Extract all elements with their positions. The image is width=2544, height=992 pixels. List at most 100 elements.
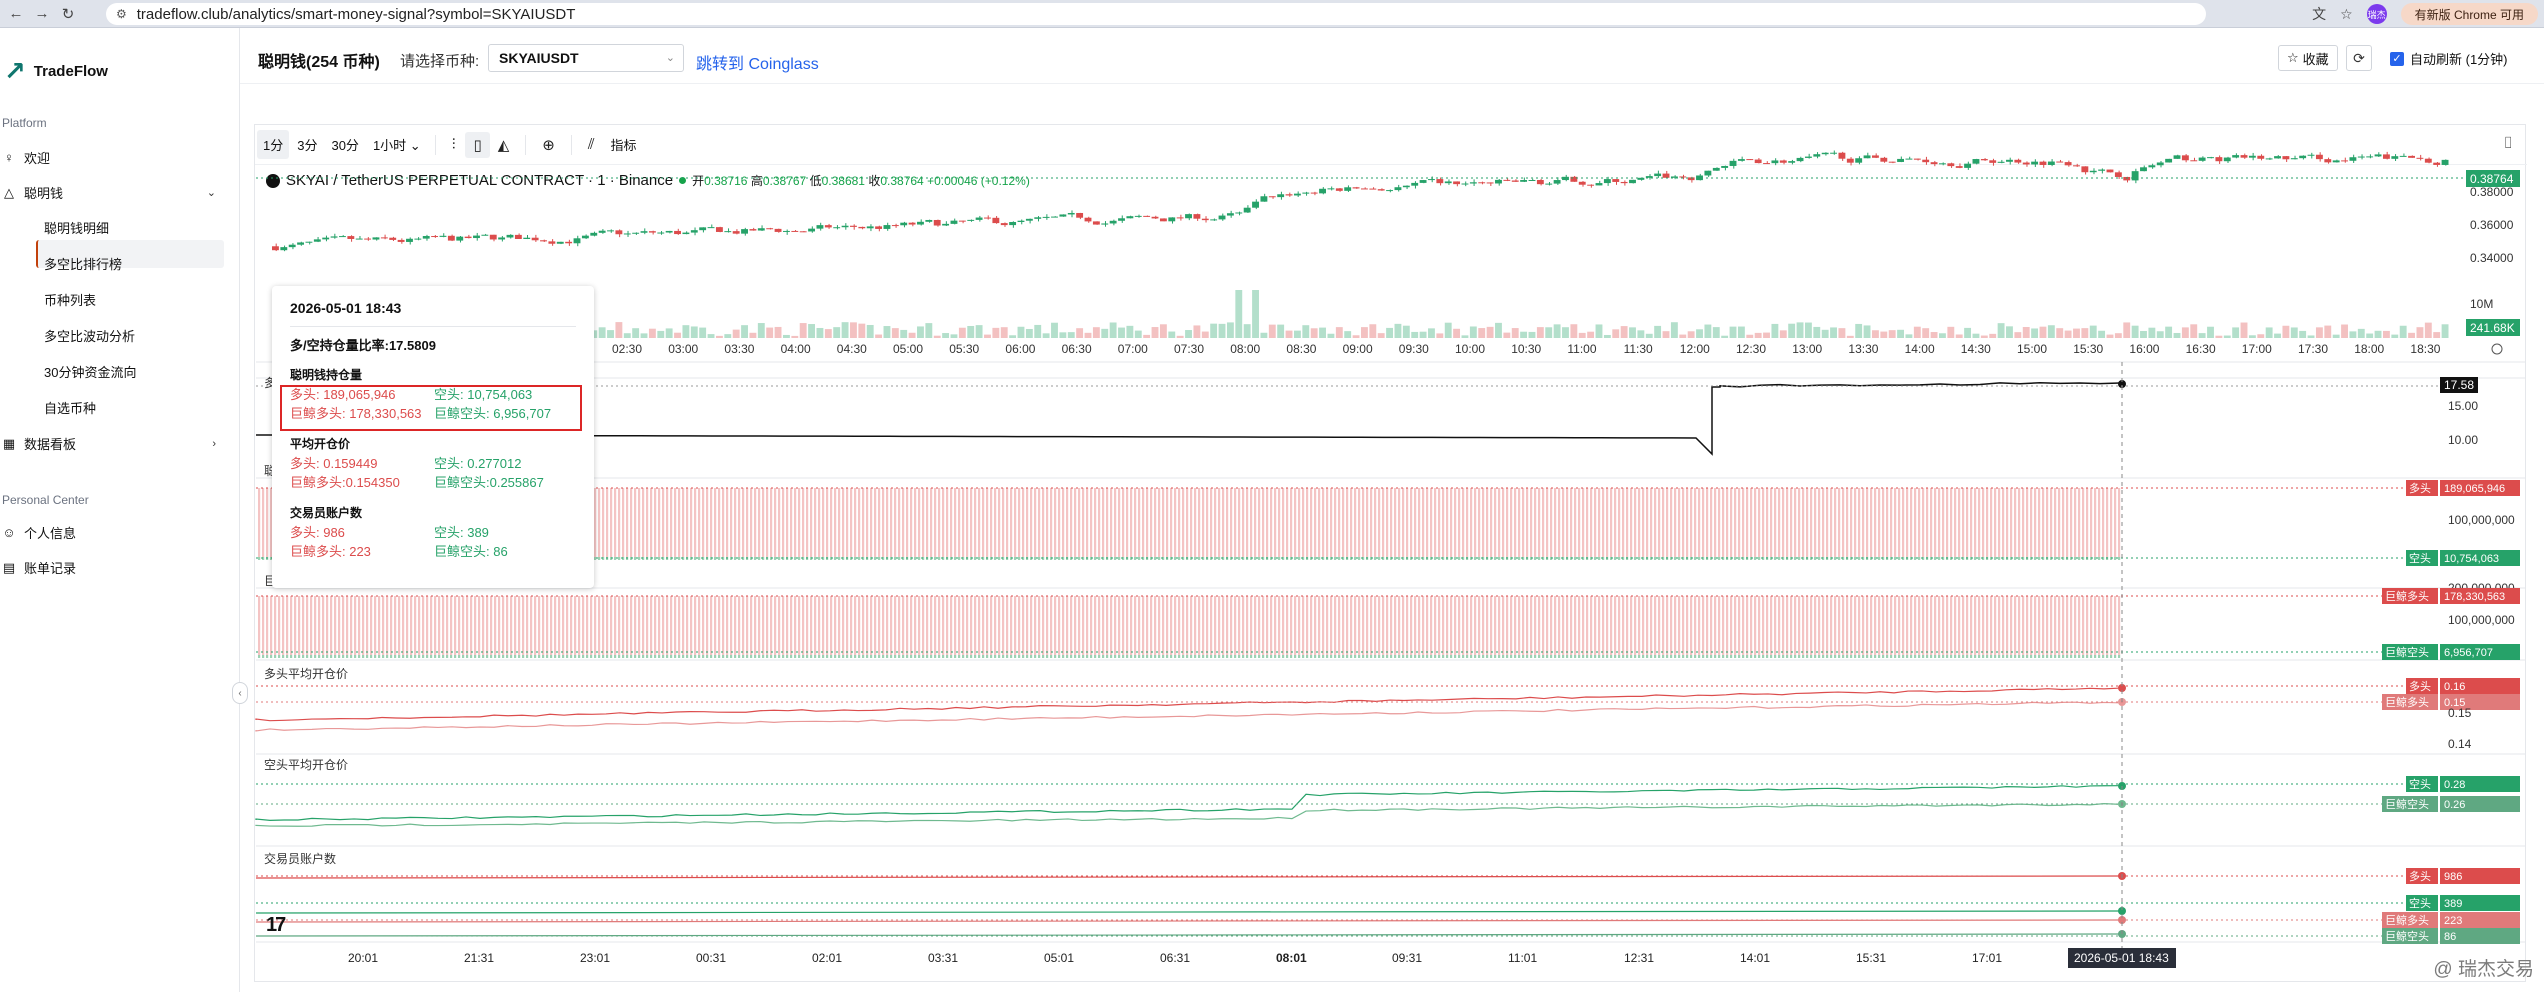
ohlc-values: 开0.38716 高0.38767 低0.38681 收0.38764 +0.0… <box>692 172 1030 189</box>
tooltip-section-positions: 聪明钱持仓量 <box>290 368 363 382</box>
address-bar[interactable]: ⚙ tradeflow.club/analytics/smart-money-s… <box>106 3 2206 25</box>
toolbar-divider <box>434 134 436 155</box>
chrome-update-button[interactable]: 有新版 Chrome 可用 <box>2400 3 2538 25</box>
interval-3m[interactable]: 3分 <box>297 138 318 153</box>
tradingview-logo[interactable]: 17 <box>266 914 286 936</box>
bookmark-star-icon[interactable]: ☆ <box>2340 5 2353 22</box>
brand-logo[interactable]: ↗ TradeFlow <box>4 56 108 87</box>
chevron-down-icon: ⌄ <box>665 52 675 64</box>
tooltip-divider <box>290 326 576 327</box>
low-value: 0.38681 <box>821 174 865 188</box>
tooltip-avg-grid: 多头: 0.159449 空头: 0.277012 巨鲸多头:0.154350 … <box>290 454 576 492</box>
camera-icon[interactable]: ⌷ <box>2503 135 2513 152</box>
favorite-button[interactable]: ☆ 收藏 <box>2278 45 2338 71</box>
chevron-right-icon: › <box>212 437 216 450</box>
interval-1h[interactable]: 1小时 ⌄ <box>372 138 421 153</box>
tooltip-section-accounts: 交易员账户数 <box>290 506 363 520</box>
sidebar-collapse-button[interactable]: ‹ <box>232 682 248 704</box>
sidebar-item-bills[interactable]: ▤ 账单记录 <box>2 558 222 577</box>
open-label: 开 <box>692 174 705 188</box>
url-text: tradeflow.club/analytics/smart-money-sig… <box>136 5 576 23</box>
coin-logo-icon <box>266 173 280 188</box>
tooltip-positions-grid: 多头: 189,065,946 空头: 10,754,063 巨鲸多头: 178… <box>290 385 576 423</box>
sidebar-sub-ratio-volatility[interactable]: 多空比波动分析 <box>44 329 136 344</box>
tooltip-acc-whale-short: 巨鲸空头: 86 <box>434 544 508 559</box>
tradeflow-logo-icon: ↗ <box>4 56 26 86</box>
sidebar-item-welcome[interactable]: ♀ 欢迎 <box>2 148 222 167</box>
sidebar-item-label: 账单记录 <box>24 561 77 576</box>
user-icon: ☺ <box>2 525 16 540</box>
toolbar-divider <box>525 134 527 155</box>
low-label: 低 <box>809 174 822 188</box>
auto-refresh-toggle[interactable]: ✓ 自动刷新 (1分钟) <box>2390 49 2508 68</box>
tooltip-whale-short: 巨鲸空头: 6,956,707 <box>434 406 552 421</box>
bar-chart-icon[interactable]: ⫶ <box>451 136 456 153</box>
sidebar-item-smart-money[interactable]: △ 聪明钱 ⌄ <box>2 183 222 202</box>
tooltip-acc-short: 空头: 389 <box>434 525 489 540</box>
sidebar-item-label: 欢迎 <box>24 151 51 166</box>
checkbox-checked-icon[interactable]: ✓ <box>2390 51 2404 66</box>
sidebar-sub-watchlist[interactable]: 自选币种 <box>44 401 97 416</box>
refresh-icon: ⟳ <box>2353 49 2365 66</box>
symbol-select-label: 请选择币种: <box>400 53 480 70</box>
tooltip-avg-long: 多头: 0.159449 <box>290 456 378 471</box>
star-icon: ☆ <box>2287 50 2299 65</box>
profile-avatar[interactable]: 瑞杰 <box>2366 4 2387 24</box>
sidebar-sub-smart-money-detail[interactable]: 聪明钱明细 <box>44 221 110 236</box>
sidebar-sub-coin-list[interactable]: 币种列表 <box>44 293 97 308</box>
reload-icon[interactable]: ↻ <box>61 5 75 23</box>
tooltip-acc-long: 多头: 986 <box>290 525 345 540</box>
sidebar-item-label: 聪明钱 <box>24 186 64 201</box>
bill-icon: ▤ <box>2 559 16 575</box>
back-icon[interactable]: ← <box>8 5 24 22</box>
active-item-highlight <box>36 240 224 268</box>
tooltip-avg-whale-short: 巨鲸空头:0.255867 <box>434 475 544 490</box>
accounts-pane-label: 交易员账户数 <box>264 852 337 866</box>
crosshair-tooltip: 2026-05-01 18:43 多/空持仓量比率:17.5809 聪明钱持仓量… <box>272 286 594 588</box>
sidebar-item-dashboard[interactable]: ▦ 数据看板 › <box>2 434 222 453</box>
favorite-label: 收藏 <box>2302 51 2329 67</box>
short-avg-pane-label: 空头平均开仓价 <box>264 758 349 772</box>
refresh-button[interactable]: ⟳ <box>2346 45 2372 71</box>
interval-1m[interactable]: 1分 <box>257 130 290 159</box>
chart-container[interactable]: 1分 3分 30分 1小时 ⌄ ⫶ ▯ ◭ ⊕ ⫽ 指标 ⌷ <box>254 124 2527 982</box>
indicators-icon[interactable]: ⫽ <box>587 136 595 153</box>
page-title: 聪明钱(254 币种) <box>258 54 380 71</box>
symbol-select-value: SKYAIUSDT <box>499 50 579 66</box>
site-info-icon[interactable]: ⚙ <box>116 7 127 21</box>
platform-header: Platform <box>2 116 47 130</box>
tooltip-avg-short: 空头: 0.277012 <box>434 456 522 471</box>
area-chart-icon[interactable]: ◭ <box>497 136 510 154</box>
brand-name: TradeFlow <box>33 63 108 80</box>
browser-toolbar: ← → ↻ ⚙ tradeflow.club/analytics/smart-m… <box>0 0 2544 28</box>
open-value: 0.38716 <box>704 174 748 188</box>
candle-chart-icon[interactable]: ▯ <box>465 131 490 158</box>
auto-refresh-label: 自动刷新 (1分钟) <box>2410 52 2508 67</box>
tooltip-accounts-grid: 多头: 986 空头: 389 巨鲸多头: 223 巨鲸空头: 86 <box>290 523 576 561</box>
triangle-icon: △ <box>4 184 14 200</box>
tooltip-time: 2026-05-01 18:43 <box>290 300 402 316</box>
forward-icon[interactable]: → <box>34 5 50 22</box>
symbol-select[interactable]: SKYAIUSDT ⌄ <box>488 44 684 72</box>
coinglass-link[interactable]: 跳转到 Coinglass <box>696 56 819 73</box>
tooltip-whale-long: 巨鲸多头: 178,330,563 <box>290 406 422 421</box>
tooltip-ratio: 多/空持仓量比率:17.5809 <box>290 338 436 353</box>
add-indicator-icon[interactable]: ⊕ <box>542 136 555 154</box>
interval-30m[interactable]: 30分 <box>331 138 359 153</box>
indicators-button[interactable]: 指标 <box>610 138 637 153</box>
symbol-legend: SKYAI / TetherUS PERPETUAL CONTRACT · 1 … <box>266 172 1030 189</box>
personal-header: Personal Center <box>2 493 89 507</box>
tooltip-long: 多头: 189,065,946 <box>290 387 396 402</box>
change-value: +0.00046 (+0.12%) <box>927 174 1030 188</box>
sidebar-sub-30m-flow[interactable]: 30分钟资金流向 <box>44 365 137 380</box>
high-label: 高 <box>750 174 763 188</box>
close-label: 收 <box>868 174 881 188</box>
interval-1h-label: 1小时 <box>372 138 407 153</box>
sidebar-item-profile[interactable]: ☺ 个人信息 <box>2 523 222 542</box>
sidebar: ↗ TradeFlow Platform ♀ 欢迎 △ 聪明钱 ⌄ 聪明钱明细 … <box>0 28 240 992</box>
dashboard-icon: ▦ <box>2 435 16 451</box>
toolbar-divider <box>570 134 572 155</box>
long-avg-pane-label: 多头平均开仓价 <box>264 667 349 681</box>
sidebar-sub-ratio-ranking[interactable]: 多空比排行榜 <box>44 257 123 272</box>
translate-icon[interactable]: 文 <box>2312 6 2327 22</box>
